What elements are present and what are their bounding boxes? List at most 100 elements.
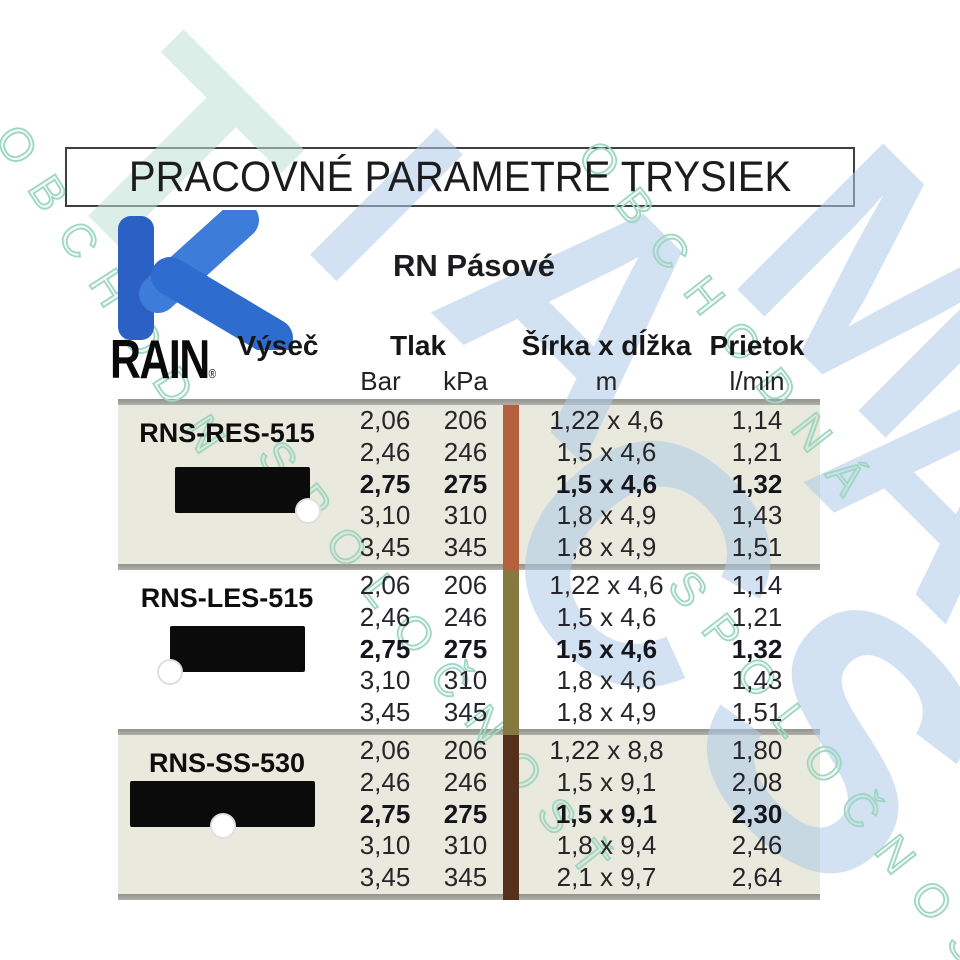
table-group-rns-res-515: RNS-RES-515 2,06 206 1,22 x 4,6 1,14 2,46 246 1…: [118, 405, 820, 570]
cell-pressure-bar: 2,75: [359, 468, 411, 499]
cell-size: 1,8 x 4,9: [556, 500, 657, 531]
table-row: 2,46 246 1,5 x 4,6 1,21: [118, 437, 820, 469]
table-row: 3,45 345 1,8 x 4,9 1,51: [118, 532, 820, 564]
k-rain-logo-icon: [118, 210, 293, 350]
product-name: RNS-LES-515: [140, 583, 314, 613]
cell-pressure-kpa: 206: [443, 405, 488, 435]
rain-wordmark: RAIN: [110, 328, 210, 390]
unit-lmin: l/min: [729, 366, 785, 396]
cell-pressure-kpa: 345: [443, 697, 488, 728]
table-row: 2,06 206 1,22 x 8,8 1,80: [118, 735, 820, 767]
cell-flow: 1,80: [731, 735, 783, 765]
cell-flow: 1,32: [731, 633, 783, 664]
cell-flow: 1,32: [731, 468, 783, 499]
cell-flow: 2,46: [731, 830, 783, 861]
header-section: Výseč: [237, 330, 319, 361]
pressure-size-divider: [503, 405, 519, 570]
pressure-size-divider: [503, 570, 519, 735]
cell-size: 1,8 x 9,4: [556, 830, 657, 861]
cell-pressure-bar: 2,75: [359, 633, 411, 664]
cell-flow: 1,21: [731, 436, 783, 467]
group-separator: [118, 564, 820, 570]
table-group-rns-les-515: RNS-LES-515 2,06 206 1,22 x 4,6 1,14 2,46 246 1…: [118, 570, 820, 735]
cell-flow: 2,30: [731, 798, 783, 829]
cell-pressure-kpa: 246: [443, 766, 488, 797]
table-row: 3,45 345 2,1 x 9,7 2,64: [118, 862, 820, 894]
cell-pressure-kpa: 275: [443, 468, 488, 499]
cell-pressure-bar: 2,46: [359, 601, 411, 632]
cell-pressure-kpa: 310: [443, 830, 488, 861]
cell-size: 1,5 x 9,1: [556, 766, 657, 797]
table-row: 2,75 275 1,5 x 4,6 1,32: [118, 469, 820, 501]
cell-size: 1,5 x 4,6: [556, 601, 657, 632]
registered-mark: ®: [208, 366, 217, 381]
cell-pressure-bar: 3,10: [359, 665, 411, 696]
product-cell: RNS-SS-530: [118, 735, 336, 894]
cell-pressure-kpa: 275: [443, 798, 488, 829]
pressure-size-divider: [503, 735, 519, 900]
table-row: 2,06 206 1,22 x 4,6 1,14: [118, 405, 820, 437]
nozzle-outlet-dot: [295, 498, 321, 524]
cell-flow: 1,21: [731, 601, 783, 632]
cell-pressure-bar: 2,46: [359, 766, 411, 797]
table-group-rns-ss-530: RNS-SS-530 2,06 206 1,22 x 8,8 1,80 2,46 246 1,…: [118, 735, 820, 900]
cell-size: 1,22 x 4,6: [549, 570, 664, 600]
cell-flow: 2,08: [731, 766, 783, 797]
cell-pressure-bar: 2,06: [359, 405, 411, 435]
table-row: 3,10 310 1,8 x 9,4 2,46: [118, 830, 820, 862]
group-separator: [118, 399, 820, 405]
header-pressure: Tlak: [389, 330, 447, 361]
unit-kpa: kPa: [443, 366, 488, 396]
table-body: RNS-RES-515 2,06 206 1,22 x 4,6 1,14 2,46 246 1…: [118, 399, 820, 900]
cell-size: 1,22 x 4,6: [549, 405, 664, 435]
cell-size: 1,8 x 4,9: [556, 697, 657, 728]
table-row: 2,75 275 1,5 x 9,1 2,30: [118, 799, 820, 831]
cell-pressure-kpa: 310: [443, 500, 488, 531]
nozzle-pattern-icon: [130, 781, 315, 839]
unit-bar: Bar: [360, 366, 401, 396]
cell-pressure-kpa: 345: [443, 532, 488, 563]
cell-pressure-bar: 2,75: [359, 798, 411, 829]
table-row: 3,10 310 1,8 x 4,6 1,43: [118, 665, 820, 697]
cell-pressure-bar: 3,10: [359, 830, 411, 861]
cell-size: 1,5 x 4,6: [556, 436, 657, 467]
nozzle-pattern-icon: [175, 467, 321, 524]
table-row: 3,45 345 1,8 x 4,9 1,51: [118, 697, 820, 729]
header-size: Šírka x dĺžka: [521, 330, 692, 361]
cell-pressure-kpa: 246: [443, 436, 488, 467]
group-separator: [118, 894, 820, 900]
nozzle-pattern-icon: [157, 626, 305, 685]
cell-pressure-kpa: 206: [443, 570, 488, 600]
cell-pressure-bar: 2,06: [359, 735, 411, 765]
cell-flow: 2,64: [731, 862, 783, 893]
rain-logo-text: RAIN®: [110, 327, 216, 391]
cell-size: 1,22 x 8,8: [549, 735, 664, 765]
cell-size: 1,5 x 9,1: [555, 798, 658, 829]
header-flow: Prietok: [709, 330, 805, 361]
cell-size: 1,8 x 4,9: [556, 532, 657, 563]
nozzle-outlet-dot: [209, 813, 236, 839]
cell-size: 2,1 x 9,7: [556, 862, 657, 893]
table-row: 2,46 246 1,5 x 4,6 1,21: [118, 602, 820, 634]
table-subtitle: RN Pásové: [393, 248, 555, 283]
product-cell: RNS-RES-515: [118, 405, 336, 564]
unit-m: m: [595, 366, 618, 396]
group-separator: [118, 729, 820, 735]
table-row: 2,06 206 1,22 x 4,6 1,14: [118, 570, 820, 602]
cell-size: 1,5 x 4,6: [555, 633, 658, 664]
page-title: PRACOVNÉ PARAMETRE TRYSIEK: [128, 153, 792, 201]
cell-flow: 1,43: [731, 665, 783, 696]
cell-pressure-bar: 3,45: [359, 697, 411, 728]
cell-pressure-kpa: 310: [443, 665, 488, 696]
cell-pressure-bar: 3,45: [359, 862, 411, 893]
cell-pressure-kpa: 206: [443, 735, 488, 765]
cell-size: 1,8 x 4,6: [556, 665, 657, 696]
product-name: RNS-SS-530: [148, 748, 306, 778]
cell-flow: 1,14: [731, 570, 783, 600]
product-name: RNS-RES-515: [139, 418, 315, 448]
cell-pressure-kpa: 246: [443, 601, 488, 632]
cell-flow: 1,14: [731, 405, 783, 435]
nozzle-outlet-dot: [157, 659, 183, 685]
table-row: 2,46 246 1,5 x 9,1 2,08: [118, 767, 820, 799]
